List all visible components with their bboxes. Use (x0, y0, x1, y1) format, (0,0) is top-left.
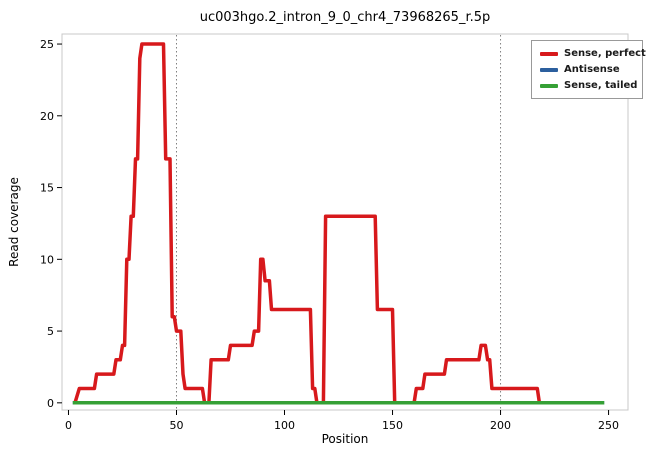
x-tick-label: 50 (169, 419, 183, 432)
legend-item-0: Sense, perfect (540, 48, 646, 59)
legend-label: Sense, perfect (564, 48, 646, 59)
x-tick-label: 250 (598, 419, 619, 432)
legend-box: Sense, perfect Antisense Sense, tailed (531, 40, 646, 99)
y-tick-label: 10 (40, 253, 54, 266)
legend-item-1: Antisense (540, 64, 634, 75)
x-axis-label: Position (321, 432, 369, 446)
legend-label: Sense, tailed (564, 80, 638, 91)
y-tick-label: 5 (47, 325, 54, 338)
legend-label: Antisense (564, 64, 620, 75)
y-axis-label: Read coverage (7, 177, 21, 267)
y-tick-label: 15 (40, 182, 54, 195)
y-tick-label: 0 (47, 397, 54, 410)
legend-key-icon (540, 51, 558, 56)
legend-key-icon (540, 83, 558, 88)
legend-key-icon (540, 67, 558, 72)
x-tick-label: 0 (65, 419, 72, 432)
x-tick-label: 150 (382, 419, 403, 432)
legend-item-2: Sense, tailed (540, 80, 638, 91)
y-tick-label: 25 (40, 38, 54, 51)
x-tick-label: 200 (490, 419, 511, 432)
series-line-sense-perfect (73, 42, 542, 405)
x-tick-label: 100 (274, 419, 295, 432)
chart-title: uc003hgo.2_intron_9_0_chr4_73968265_r.5p (199, 10, 491, 25)
y-tick-label: 20 (40, 110, 54, 123)
